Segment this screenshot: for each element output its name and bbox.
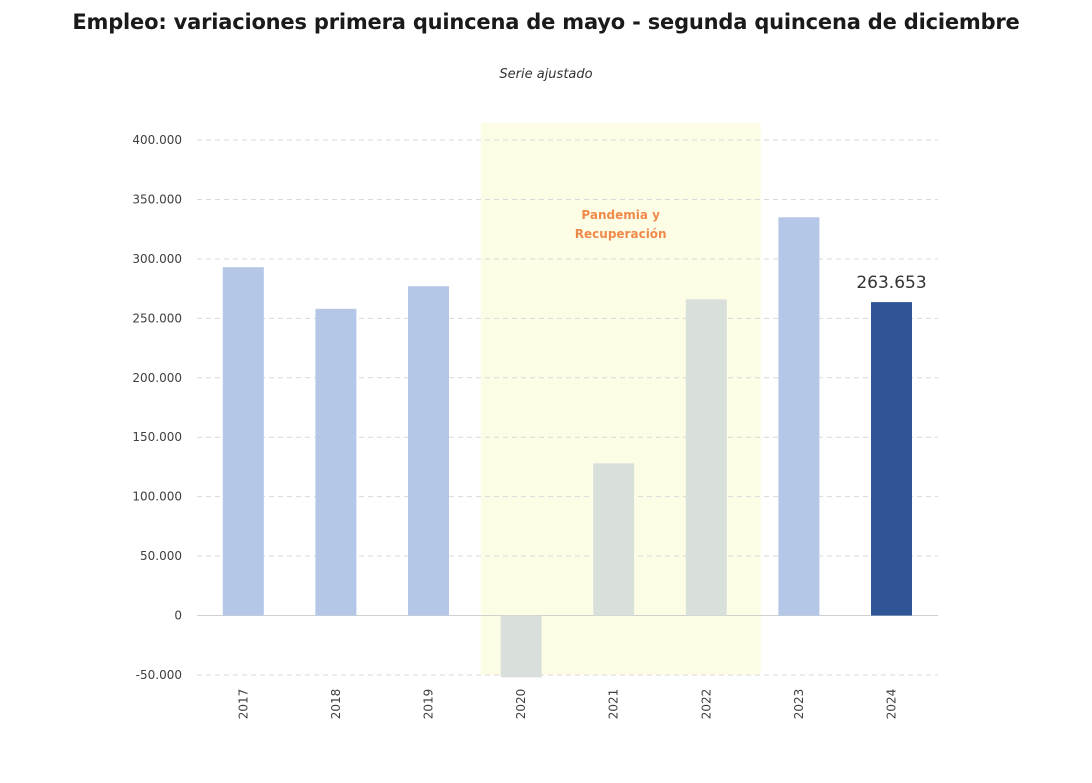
bar-2018 (315, 308, 357, 616)
y-tick-label: 300.000 (132, 252, 182, 266)
highlight-label: Pandemia y (581, 208, 660, 222)
chart-subtitle: Serie ajustado (499, 67, 593, 82)
x-tick-label: 2022 (699, 689, 713, 720)
y-tick-label: 350.000 (132, 192, 182, 206)
x-tick-label: 2018 (329, 689, 343, 720)
y-tick-label: 250.000 (132, 311, 182, 325)
x-tick-label: 2019 (422, 689, 436, 720)
bar-2024 (871, 302, 912, 616)
bar-2019 (408, 286, 449, 616)
data-label: 263.653 (856, 273, 926, 293)
y-tick-label: 0 (174, 609, 182, 623)
chart-title: Empleo: variaciones primera quincena de … (72, 10, 1020, 34)
y-tick-label: 150.000 (132, 430, 182, 444)
bar-2020 (500, 615, 542, 678)
y-tick-label: -50.000 (136, 668, 182, 682)
y-tick-label: 400.000 (132, 133, 182, 147)
bar-2022 (685, 299, 727, 616)
highlight-label: Recuperación (575, 227, 667, 241)
x-tick-label: 2021 (607, 689, 621, 720)
y-tick-label: 50.000 (140, 549, 182, 563)
y-tick-label: 200.000 (132, 371, 182, 385)
x-tick-label: 2020 (514, 689, 528, 720)
x-tick-label: 2017 (236, 689, 250, 720)
x-tick-label: 2023 (792, 689, 806, 720)
bar-2021 (593, 463, 635, 616)
bar-2023 (778, 217, 820, 616)
bar-2017 (222, 267, 264, 616)
x-tick-label: 2024 (885, 689, 899, 720)
y-tick-label: 100.000 (132, 490, 182, 504)
